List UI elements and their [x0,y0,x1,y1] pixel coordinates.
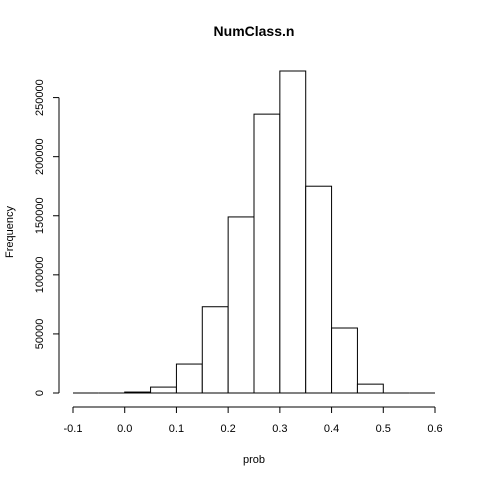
x-axis: -0.1 0.0 0.1 0.2 0.3 0.4 0.5 0.6 [64,406,443,435]
histogram-bar [227,216,255,394]
chart-title: NumClass.n [214,23,295,39]
x-tick-label: -0.1 [64,423,83,435]
y-tick-label: 250000 [34,79,46,116]
histogram-bar [356,383,384,394]
histogram-bar [201,306,229,394]
histogram-bar [175,363,203,394]
y-axis: 0 50000 100000 150000 200000 250000 [34,79,60,396]
x-axis-label: prob [243,454,265,466]
y-axis-label: Frequency [4,206,16,258]
x-tick-label: 0.2 [220,423,235,435]
x-tick-label: 0.5 [376,423,391,435]
x-tick-label: 0.6 [427,423,442,435]
x-tick-label: 0.3 [272,423,287,435]
y-tick-label: 200000 [34,138,46,175]
histogram-bar [124,391,152,394]
y-tick-label: 150000 [34,197,46,234]
x-tick-label: 0.4 [324,423,339,435]
y-tick-label: 0 [34,390,46,396]
x-tick-label: 0.0 [117,423,132,435]
histogram-bars [73,70,435,394]
y-tick-label: 50000 [34,319,46,350]
histogram-bar [253,113,281,394]
histogram-bar [279,70,307,394]
histogram-bar [305,185,333,394]
x-tick-label: 0.1 [169,423,184,435]
y-tick-label: 100000 [34,256,46,293]
histogram-bar [331,327,358,394]
histogram-bar [150,386,177,394]
